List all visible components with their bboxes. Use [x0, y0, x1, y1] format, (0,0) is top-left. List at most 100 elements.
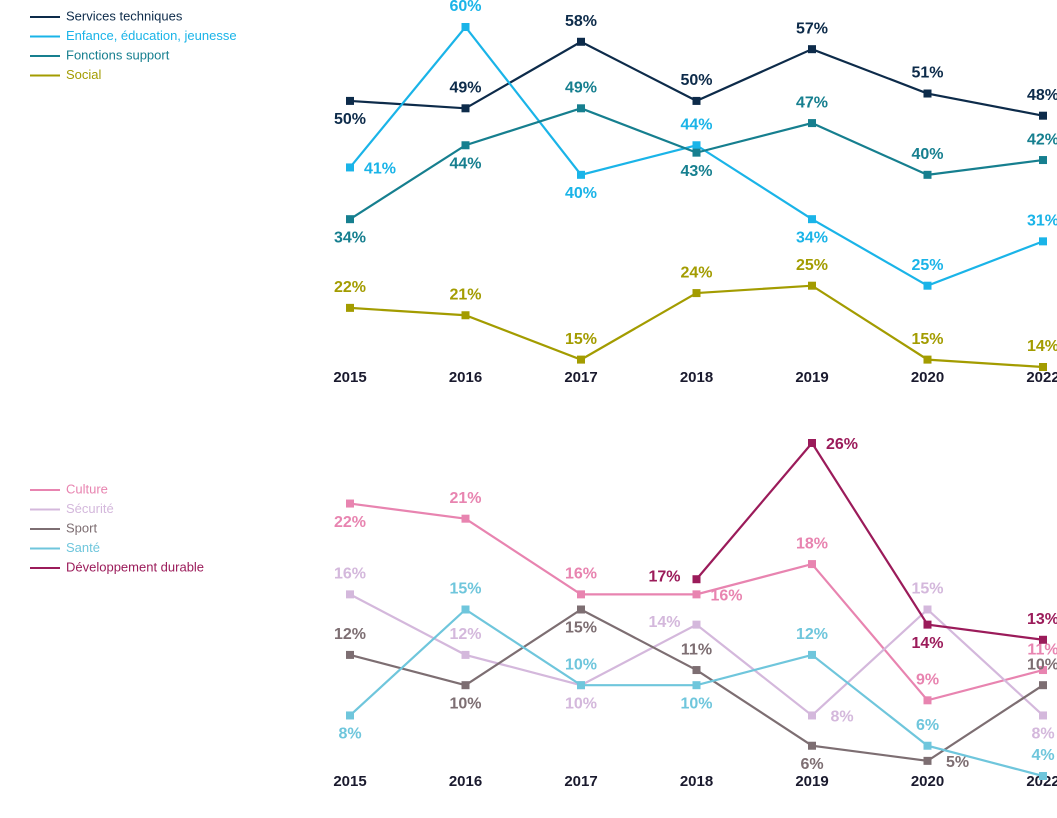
data-label: 17%	[648, 568, 680, 585]
data-label: 12%	[334, 626, 366, 643]
data-label: 8%	[338, 726, 361, 743]
point-marker	[346, 303, 354, 312]
point-marker	[692, 620, 701, 629]
data-label: 22%	[334, 514, 366, 531]
point-marker	[346, 590, 354, 599]
point-marker	[1039, 772, 1047, 780]
legend-label: Sport	[66, 520, 97, 535]
legend-label: Fonctions support	[66, 47, 170, 62]
x-tick-label: 2022	[1026, 369, 1057, 386]
point-marker	[923, 620, 932, 629]
data-label: 11%	[1027, 641, 1057, 658]
point-marker	[923, 281, 932, 290]
x-tick-label: 2018	[680, 773, 713, 790]
point-marker	[346, 650, 354, 659]
data-label: 16%	[334, 566, 366, 583]
point-marker	[1039, 711, 1047, 720]
point-marker	[346, 215, 354, 224]
series-line	[695, 441, 1044, 641]
point-marker	[923, 605, 932, 614]
data-label: 15%	[911, 331, 943, 348]
point-marker	[577, 355, 585, 364]
data-label: 34%	[796, 229, 828, 246]
x-tick-label: 2020	[911, 369, 944, 386]
data-label: 41%	[364, 161, 396, 178]
data-label: 12%	[449, 626, 481, 643]
point-marker	[346, 96, 354, 105]
legend-label: Services techniques	[66, 8, 183, 23]
data-label: 50%	[334, 111, 366, 128]
data-label: 11%	[681, 641, 712, 658]
x-tick-label: 2020	[911, 773, 944, 790]
data-label: 14%	[911, 635, 943, 652]
point-marker	[692, 96, 701, 105]
point-marker	[346, 499, 354, 508]
data-label: 50%	[680, 72, 712, 89]
legend-label: Sécurité	[66, 501, 114, 516]
point-marker	[923, 741, 932, 750]
point-marker	[461, 681, 470, 690]
data-label: 6%	[800, 756, 823, 773]
point-marker	[692, 148, 701, 157]
data-label: 24%	[680, 264, 712, 281]
data-label: 16%	[710, 588, 742, 605]
x-tick-label: 2018	[680, 369, 713, 386]
data-label: 14%	[648, 614, 680, 631]
x-tick-label: 2019	[795, 369, 828, 386]
point-marker	[1039, 156, 1047, 165]
point-marker	[923, 696, 932, 705]
data-label: 12%	[796, 626, 828, 643]
legend-label: Développement durable	[66, 559, 204, 574]
point-marker	[346, 711, 354, 720]
point-marker	[808, 439, 816, 447]
legend-label: Social	[66, 67, 102, 82]
x-tick-label: 2017	[564, 773, 597, 790]
point-marker	[692, 590, 701, 599]
data-label: 15%	[565, 331, 597, 348]
point-marker	[808, 560, 816, 569]
data-label: 13%	[1027, 611, 1057, 628]
point-marker	[461, 650, 470, 659]
x-tick-label: 2015	[333, 369, 366, 386]
point-marker	[461, 605, 470, 614]
data-label: 22%	[334, 279, 366, 296]
point-marker	[692, 575, 701, 584]
point-marker	[692, 681, 701, 690]
point-marker	[577, 605, 585, 614]
data-label: 14%	[1027, 338, 1057, 355]
point-marker	[1039, 363, 1047, 371]
data-label: 51%	[911, 65, 943, 82]
data-label: 49%	[565, 80, 597, 97]
point-marker	[1039, 111, 1047, 120]
data-label: 5%	[946, 754, 969, 771]
data-label: 58%	[565, 13, 597, 30]
point-marker	[577, 681, 585, 690]
data-label: 31%	[1027, 213, 1057, 230]
point-marker	[923, 89, 932, 98]
x-tick-label: 2022	[1026, 773, 1057, 790]
point-marker	[808, 711, 816, 720]
data-label: 44%	[680, 116, 712, 133]
data-label: 10%	[565, 656, 597, 673]
point-marker	[923, 170, 932, 179]
data-label: 9%	[916, 672, 939, 689]
x-tick-label: 2016	[449, 369, 482, 386]
point-marker	[577, 37, 585, 46]
data-label: 25%	[796, 257, 828, 274]
point-marker	[461, 311, 470, 320]
data-label: 34%	[334, 229, 366, 246]
legend-label: Enfance, éducation, jeunesse	[66, 28, 237, 43]
point-marker	[577, 170, 585, 179]
data-label: 42%	[1027, 131, 1057, 148]
point-marker	[808, 215, 816, 224]
data-label: 47%	[796, 94, 828, 111]
point-marker	[461, 104, 470, 113]
point-marker	[692, 666, 701, 675]
data-label: 4%	[1031, 747, 1054, 764]
data-label: 57%	[796, 20, 828, 37]
data-label: 10%	[565, 695, 597, 712]
legend-label: Santé	[66, 540, 100, 555]
data-label: 15%	[911, 581, 943, 598]
data-label: 25%	[911, 257, 943, 274]
point-marker	[461, 141, 470, 150]
